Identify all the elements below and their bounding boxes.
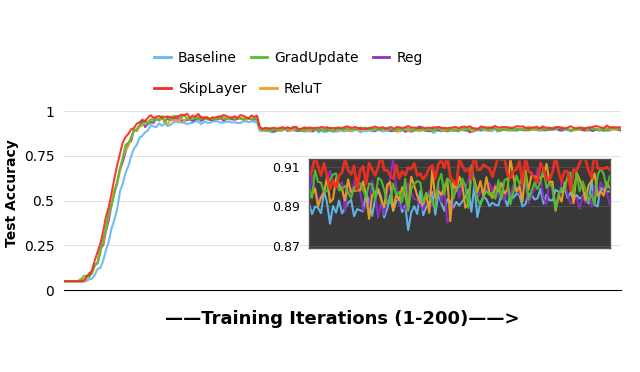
X-axis label: ——Training Iterations (1-200)——>: ——Training Iterations (1-200)——>	[165, 310, 520, 328]
Y-axis label: Test Accuracy: Test Accuracy	[6, 140, 19, 247]
Legend: SkipLayer, ReluT: SkipLayer, ReluT	[149, 77, 328, 102]
